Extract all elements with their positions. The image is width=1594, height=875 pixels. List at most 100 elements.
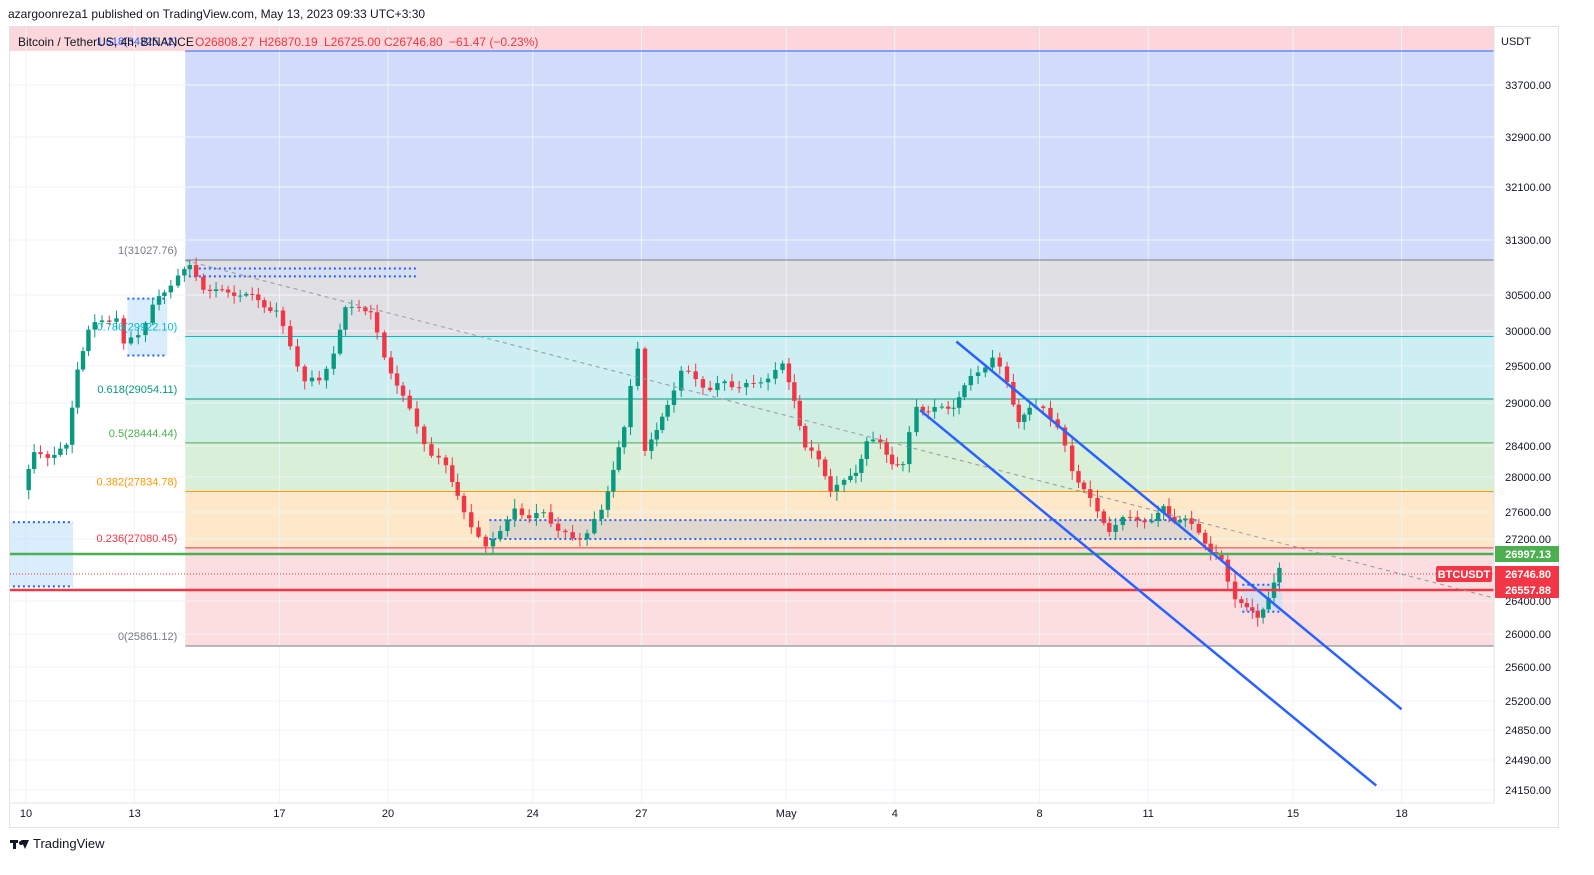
candle-body [1183,518,1188,521]
candle-body [1239,599,1244,604]
price-tick-label: 25600.00 [1505,662,1551,674]
candle-body [1113,524,1118,532]
candle-body [526,515,532,519]
range-box-mid [489,520,1199,539]
fib-zone [185,398,1494,443]
fib-level-label: 0.5(28444.44) [109,428,178,440]
time-tick-label: 24 [527,808,539,820]
price-chart[interactable]: 1(31027.76) 0.786(29922.10) 0.618(29054.11… [10,27,1560,829]
level-price-tag-red: 26557.88 [1505,585,1551,597]
candle-body [52,454,57,458]
candle-body [382,332,387,358]
price-tick-label: 24850.00 [1505,725,1551,737]
price-tick-label: 32100.00 [1505,182,1551,194]
candle-body [476,527,481,537]
chart-frame[interactable]: 1(31027.76) 0.786(29922.10) 0.618(29054.11… [9,26,1559,828]
candle-body [693,371,698,380]
fib-level-label: 0.236(27080.45) [97,533,178,545]
price-tick-label: 31300.00 [1505,235,1551,247]
price-tick-label: 29500.00 [1505,361,1551,373]
candle-body [280,310,286,327]
candle-body [175,275,181,286]
candle-body [1260,609,1266,618]
candle-body [38,452,43,455]
candle-body [736,387,742,389]
fib-level-label: 0.786(29922.10) [97,321,178,333]
candle-body [31,452,37,469]
candle-body [1208,543,1213,552]
candle-body [363,307,368,312]
candle-body [429,444,434,456]
candle-body [168,285,173,293]
symbol-tag: BTCUSDT [1438,569,1491,581]
candle-body [707,387,713,391]
candle-body [1266,597,1271,610]
candle-body [483,536,488,547]
candle-body [1107,522,1112,532]
candle-body [187,265,193,270]
candle-body [848,475,853,481]
candle-body [932,407,937,412]
candle-body [414,408,420,427]
candle-body [324,368,329,381]
price-tick-label: 28000.00 [1505,472,1551,484]
candle-body [1196,523,1202,533]
candle-body [1022,414,1027,423]
candle-body [1142,520,1147,523]
candle-body [584,533,590,540]
candle-body [758,382,764,384]
price-tick-label: 25200.00 [1505,696,1551,708]
candle-body [1277,567,1282,583]
candle-body [368,311,374,313]
candle-body [983,367,988,373]
fib-level-label: 0.382(27834.78) [97,476,178,488]
candle-body [250,293,255,295]
candle-body [295,346,300,367]
candle-body [356,306,362,308]
candle-body [679,370,684,391]
candle-body [443,457,449,466]
fib-level-label: 0.618(29054.11) [97,384,177,396]
candle-body [374,312,380,333]
candle-body [635,348,640,387]
candle-body [1219,553,1224,560]
candle-body [114,318,119,322]
candle-body [975,372,981,377]
fib-zone [185,336,1494,399]
tradingview-logo[interactable]: TradingView [10,836,105,851]
candle-body [990,357,995,368]
candle-body [907,432,912,465]
candle-body [700,379,706,388]
candle-body [1225,559,1231,582]
candle-body [1069,445,1075,472]
candle-body [193,265,199,277]
symbol-legend: Bitcoin / TetherUS, 4h, BINANCE O26808.2… [18,35,538,49]
candle-body [729,381,735,388]
candle-body [751,382,756,384]
candle-body [349,306,354,308]
legend-close: C26746.80 [384,35,443,49]
candle-body [945,406,951,409]
candle-body [914,406,919,433]
price-tick-label: 24150.00 [1505,785,1551,797]
price-tick-label: 28400.00 [1505,441,1551,453]
candle-body [512,508,517,520]
candle-body [920,406,926,412]
candle-body [654,429,659,440]
candle-body [256,294,261,301]
time-tick-label: May [776,808,797,820]
channel-lower-line [919,409,1378,787]
candle-body [797,400,802,426]
candle-body [765,378,771,383]
candle-body [469,512,474,528]
candle-body [45,454,50,458]
candle-body [1016,404,1021,423]
legend-symbol: Bitcoin / TetherUS, 4h, BINANCE [18,35,194,49]
candle-body [1048,407,1053,420]
candle-body [156,296,162,305]
candle-body [136,335,141,338]
candle-body [182,269,187,276]
candle-body [859,458,864,473]
candle-body [331,353,336,369]
level-price-tag-green: 26997.13 [1505,549,1551,561]
